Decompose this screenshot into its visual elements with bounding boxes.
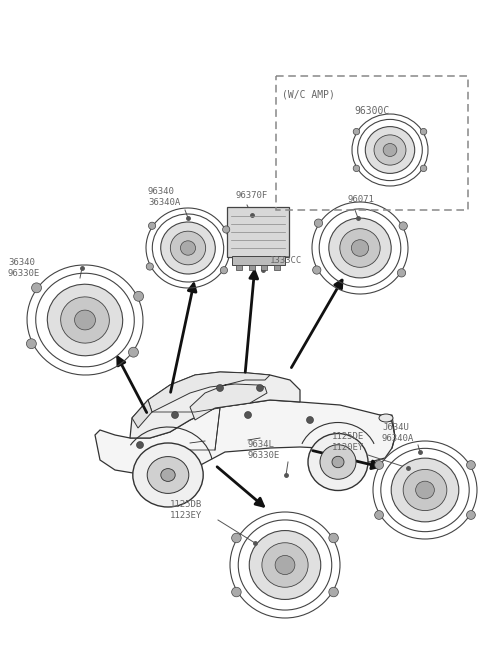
Text: 96300C: 96300C — [354, 106, 390, 116]
Ellipse shape — [340, 229, 380, 267]
Polygon shape — [130, 372, 300, 438]
Text: 96370F: 96370F — [235, 191, 267, 200]
Ellipse shape — [275, 555, 295, 574]
Ellipse shape — [383, 143, 397, 156]
Circle shape — [133, 291, 144, 302]
Polygon shape — [148, 372, 270, 420]
Ellipse shape — [416, 481, 434, 499]
Circle shape — [136, 442, 144, 449]
Ellipse shape — [332, 457, 344, 468]
Ellipse shape — [329, 218, 391, 278]
Circle shape — [26, 339, 36, 349]
Ellipse shape — [308, 434, 368, 491]
Circle shape — [467, 461, 475, 469]
Circle shape — [314, 219, 323, 227]
Circle shape — [256, 384, 264, 392]
Ellipse shape — [180, 241, 195, 255]
Text: 1333CC: 1333CC — [270, 256, 302, 265]
Ellipse shape — [60, 297, 109, 343]
Circle shape — [171, 411, 179, 419]
Ellipse shape — [161, 222, 216, 274]
Ellipse shape — [320, 445, 356, 479]
Text: 96340
36340A: 96340 36340A — [148, 187, 180, 207]
Circle shape — [375, 510, 384, 520]
Text: 96071: 96071 — [348, 195, 375, 204]
Circle shape — [420, 165, 427, 171]
Ellipse shape — [133, 443, 203, 507]
Ellipse shape — [262, 543, 308, 587]
Ellipse shape — [161, 468, 175, 482]
Circle shape — [148, 222, 156, 229]
Ellipse shape — [48, 284, 123, 355]
Circle shape — [420, 128, 427, 135]
Circle shape — [467, 510, 475, 520]
Polygon shape — [95, 400, 395, 475]
Text: (W/C AMP): (W/C AMP) — [282, 89, 335, 100]
Ellipse shape — [74, 310, 96, 330]
Circle shape — [312, 266, 321, 274]
Bar — [236, 265, 242, 270]
Circle shape — [353, 165, 360, 171]
Circle shape — [146, 263, 154, 270]
Ellipse shape — [147, 457, 189, 493]
Ellipse shape — [374, 135, 406, 165]
Text: 9634L
96330E: 9634L 96330E — [248, 440, 280, 460]
Text: 36340
96330E: 36340 96330E — [8, 258, 40, 278]
Circle shape — [232, 587, 241, 597]
Ellipse shape — [391, 458, 459, 522]
Text: 1125DE
1120EY: 1125DE 1120EY — [332, 432, 364, 452]
FancyBboxPatch shape — [227, 207, 289, 257]
Circle shape — [399, 222, 408, 230]
Circle shape — [329, 533, 338, 543]
Ellipse shape — [170, 231, 205, 265]
Circle shape — [375, 461, 384, 469]
Polygon shape — [132, 400, 152, 428]
Circle shape — [329, 587, 338, 597]
Circle shape — [397, 269, 406, 277]
Ellipse shape — [379, 414, 393, 422]
Circle shape — [220, 267, 228, 274]
Circle shape — [307, 417, 313, 424]
Ellipse shape — [249, 531, 321, 599]
Circle shape — [223, 226, 230, 233]
FancyBboxPatch shape — [231, 256, 285, 265]
Circle shape — [232, 533, 241, 543]
Circle shape — [32, 283, 41, 293]
Text: 1125DB
1123EY: 1125DB 1123EY — [170, 500, 202, 520]
Ellipse shape — [365, 127, 415, 173]
Text: J634U
96340A: J634U 96340A — [382, 423, 414, 443]
Ellipse shape — [403, 469, 447, 510]
Bar — [261, 265, 267, 270]
Ellipse shape — [351, 240, 369, 256]
Bar — [274, 265, 280, 270]
Bar — [249, 265, 255, 270]
Circle shape — [244, 411, 252, 419]
Circle shape — [129, 348, 138, 357]
Circle shape — [353, 128, 360, 135]
Circle shape — [216, 384, 224, 392]
